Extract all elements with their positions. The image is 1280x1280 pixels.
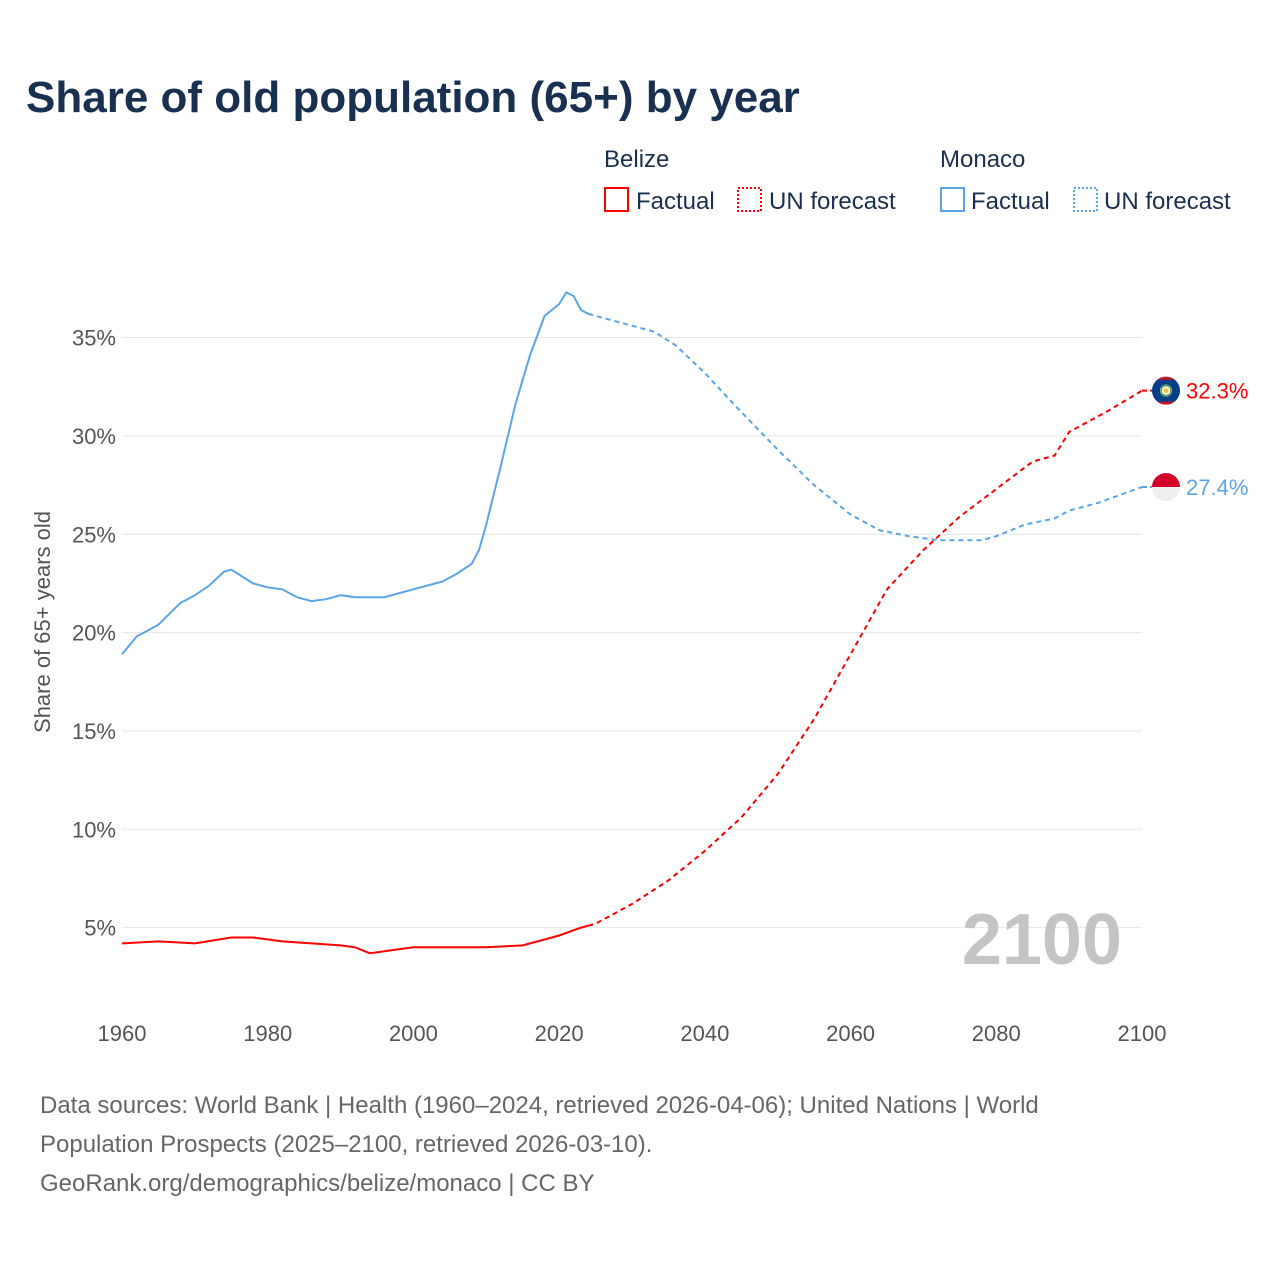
y-tick-label: 15% xyxy=(72,719,116,744)
footer-sources-line1: Data sources: World Bank | Health (1960–… xyxy=(40,1092,1039,1119)
y-tick-label: 10% xyxy=(72,817,116,842)
y-axis: 5% 10% 15% 20% 25% 30% 35% xyxy=(72,326,116,941)
y-tick-label: 20% xyxy=(72,621,116,646)
chart-title: Share of old population (65+) by year xyxy=(26,73,800,122)
x-tick-label: 2000 xyxy=(389,1021,438,1046)
legend-belize-factual[interactable]: Factual xyxy=(636,188,715,215)
x-axis: 1960 1980 2000 2020 2040 2060 2080 2100 xyxy=(98,1021,1167,1046)
x-tick-label: 1980 xyxy=(243,1021,292,1046)
belize-flag-icon xyxy=(1152,376,1180,405)
legend-swatch-monaco-forecast xyxy=(1073,187,1098,212)
y-tick-label: 25% xyxy=(72,522,116,547)
end-label-monaco: 27.4% xyxy=(1186,475,1248,500)
footer-link[interactable]: GeoRank.org/demographics/belize/monaco |… xyxy=(40,1170,595,1197)
legend-swatch-belize-factual xyxy=(604,187,629,212)
x-tick-label: 2100 xyxy=(1118,1021,1167,1046)
series-lines xyxy=(121,290,1152,955)
legend-swatch-belize-forecast xyxy=(737,187,762,212)
legend-group-monaco: Monaco xyxy=(940,146,1025,173)
legend-monaco-forecast[interactable]: UN forecast xyxy=(1104,188,1231,215)
x-tick-label: 2020 xyxy=(535,1021,584,1046)
x-tick-label: 2040 xyxy=(680,1021,729,1046)
legend: Belize Factual UN forecast Monaco Factua… xyxy=(604,146,1231,215)
x-tick-label: 1960 xyxy=(98,1021,147,1046)
belize-forecast-line xyxy=(588,389,1143,927)
footer-sources-line2: Population Prospects (2025–2100, retriev… xyxy=(40,1131,652,1158)
x-tick-label: 2060 xyxy=(826,1021,875,1046)
end-label-belize: 32.3% xyxy=(1186,379,1248,404)
legend-monaco-factual[interactable]: Factual xyxy=(971,188,1050,215)
x-tick-label: 2080 xyxy=(972,1021,1021,1046)
y-tick-label: 5% xyxy=(84,916,116,941)
y-tick-label: 35% xyxy=(72,326,116,351)
legend-belize-forecast[interactable]: UN forecast xyxy=(769,188,896,215)
monaco-flag-icon xyxy=(1152,473,1180,502)
y-axis-label: Share of 65+ years old xyxy=(30,511,55,733)
monaco-forecast-line xyxy=(588,312,1143,542)
legend-group-belize: Belize xyxy=(604,146,669,173)
legend-swatch-monaco-factual xyxy=(940,187,965,212)
belize-factual-line xyxy=(121,924,589,955)
y-tick-label: 30% xyxy=(72,424,116,449)
year-watermark: 2100 xyxy=(962,900,1122,980)
monaco-factual-line xyxy=(121,290,589,655)
grid xyxy=(122,337,1142,929)
